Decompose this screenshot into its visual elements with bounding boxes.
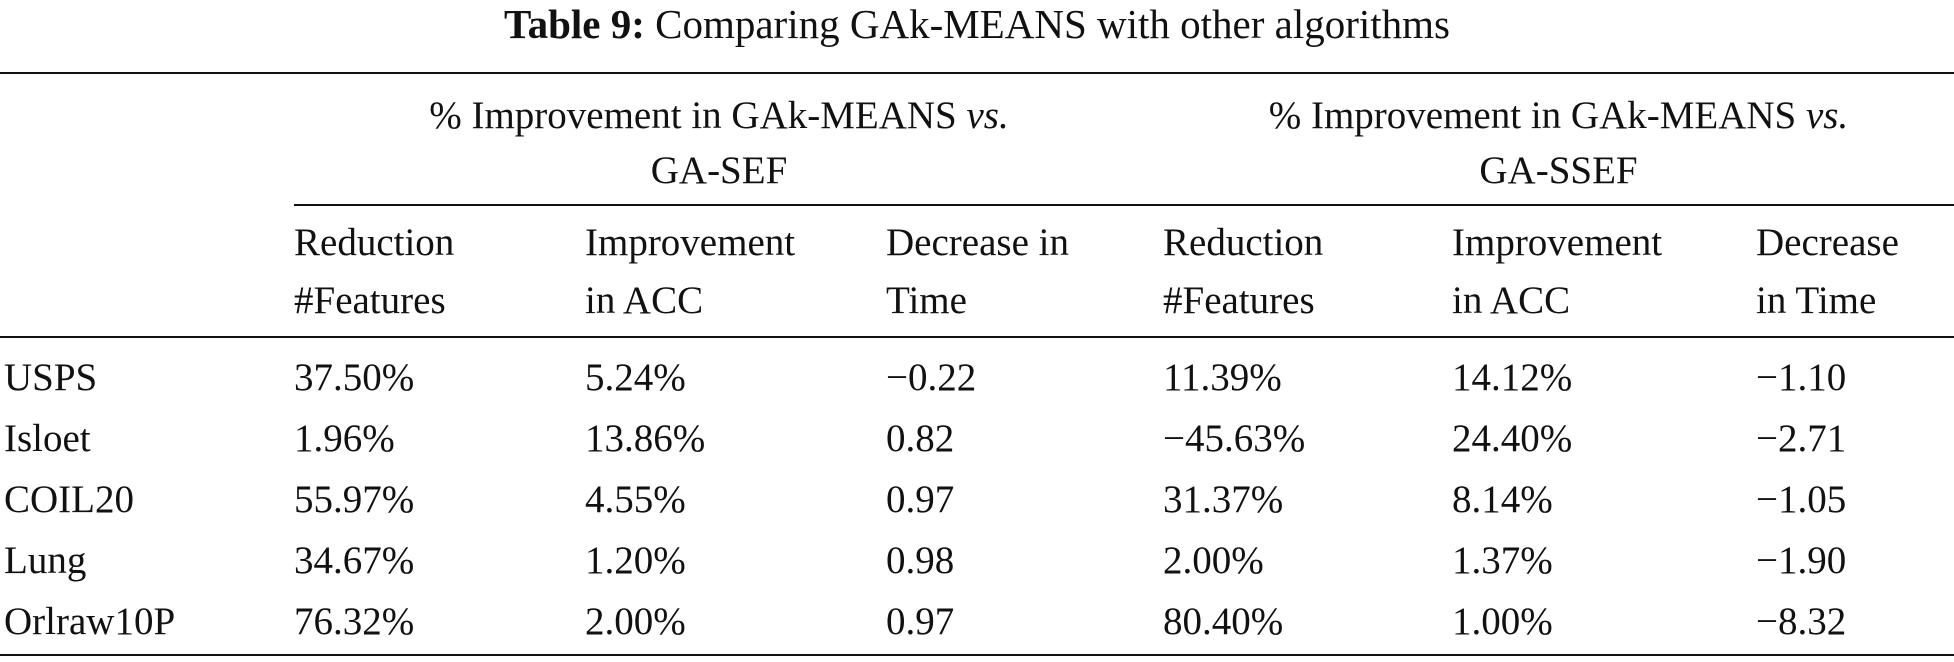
row-label: USPS bbox=[4, 356, 98, 399]
table-cell: 8.14% bbox=[1452, 478, 1553, 521]
table-cell: 14.12% bbox=[1452, 356, 1573, 399]
table-cell: 1.00% bbox=[1452, 600, 1553, 643]
table-cell: 1.96% bbox=[294, 417, 395, 460]
table-cell: 1.20% bbox=[585, 539, 686, 582]
top-rule bbox=[0, 72, 1954, 74]
group-rule bbox=[294, 204, 1954, 206]
table-cell: 37.50% bbox=[294, 356, 415, 399]
table-cell: 34.67% bbox=[294, 539, 415, 582]
table-cell: 0.98 bbox=[886, 539, 955, 582]
table-label: Table 9: bbox=[503, 1, 645, 47]
table-cell: −1.90 bbox=[1756, 539, 1847, 582]
table-cell: 24.40% bbox=[1452, 417, 1573, 460]
group-header-ga-ssef: % Improvement in GAk-MEANS vs. GA-SSEF bbox=[1163, 88, 1954, 198]
table-cell: −45.63% bbox=[1163, 417, 1306, 460]
table-cell: −2.71 bbox=[1756, 417, 1847, 460]
group-header-line2: GA-SSEF bbox=[1479, 149, 1638, 192]
bottom-rule bbox=[0, 654, 1954, 656]
row-label: Isloet bbox=[4, 417, 91, 460]
table-cell: −0.22 bbox=[886, 356, 977, 399]
subheader-decrease-time: Decrease in Time bbox=[1756, 221, 1899, 322]
subheader-decrease-time: Decrease in Time bbox=[886, 221, 1069, 322]
group-header-line1: % Improvement in GAk-MEANS vs. bbox=[429, 94, 1009, 137]
group-header-line2: GA-SEF bbox=[650, 149, 788, 192]
table-cell: 1.37% bbox=[1452, 539, 1553, 582]
table-cell: 76.32% bbox=[294, 600, 415, 643]
table-cell: 0.97 bbox=[886, 478, 955, 521]
table-cell: 55.97% bbox=[294, 478, 415, 521]
subheader-reduction-features: Reduction #Features bbox=[1163, 221, 1324, 322]
table-cell: −1.10 bbox=[1756, 356, 1847, 399]
subheader-reduction-features: Reduction #Features bbox=[294, 221, 455, 322]
group-header-ga-sef: % Improvement in GAk-MEANS vs. GA-SEF bbox=[294, 88, 1144, 198]
table-cell: 11.39% bbox=[1163, 356, 1282, 399]
group-header-line1: % Improvement in GAk-MEANS vs. bbox=[1268, 94, 1849, 137]
table-cell: −1.05 bbox=[1756, 478, 1847, 521]
table-cell: 80.40% bbox=[1163, 600, 1284, 643]
table-caption: Table 9: Comparing GAk-MEANS with other … bbox=[0, 0, 1954, 58]
row-label: Lung bbox=[4, 539, 87, 582]
table-cell: 0.97 bbox=[886, 600, 955, 643]
subheader-improvement-acc: Improvement in ACC bbox=[585, 221, 796, 322]
table-cell: 2.00% bbox=[1163, 539, 1264, 582]
header-rule bbox=[0, 336, 1954, 338]
table-cell: 4.55% bbox=[585, 478, 686, 521]
table-cell: 2.00% bbox=[585, 600, 686, 643]
table-cell: 13.86% bbox=[585, 417, 706, 460]
row-label: COIL20 bbox=[4, 478, 134, 521]
table-cell: 5.24% bbox=[585, 356, 686, 399]
caption-text: Comparing GAk-MEANS with other algorithm… bbox=[655, 1, 1451, 47]
table-cell: 31.37% bbox=[1163, 478, 1284, 521]
table-cell: −8.32 bbox=[1756, 600, 1847, 643]
subheader-improvement-acc: Improvement in ACC bbox=[1452, 221, 1663, 322]
table-cell: 0.82 bbox=[886, 417, 955, 460]
row-label: Orlraw10P bbox=[4, 600, 176, 643]
